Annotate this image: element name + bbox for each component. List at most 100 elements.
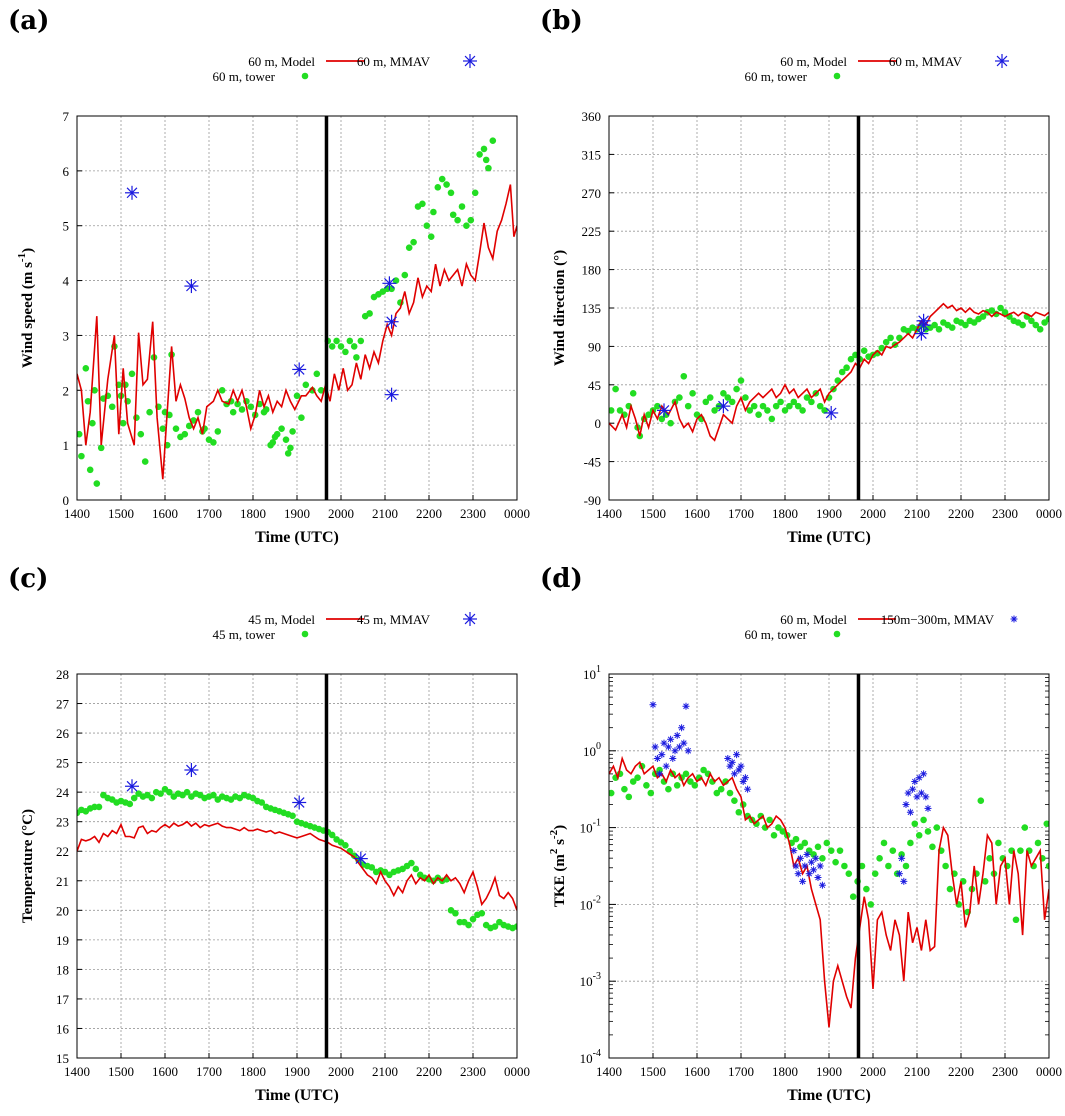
tower-point (942, 862, 949, 870)
tower-point (915, 831, 923, 839)
tower-point (357, 337, 365, 345)
tower-point (986, 855, 993, 862)
tower-point (346, 337, 354, 345)
tower-point (419, 200, 426, 208)
tower-point (95, 803, 103, 811)
tower-point (700, 766, 707, 774)
tower-point (801, 839, 809, 847)
tower-point (289, 812, 296, 820)
x-tick-label: 2100 (372, 1064, 398, 1079)
tower-point (185, 422, 193, 430)
y-label-text: Temperature (°C) (20, 809, 36, 923)
mmav-point (664, 743, 672, 751)
y-tick-label: 101 (583, 664, 601, 682)
mmav-point (922, 793, 930, 801)
tower-point (405, 244, 413, 251)
tower-point (141, 458, 149, 465)
y-tick-label: 17 (56, 992, 70, 1007)
tower-point (159, 425, 167, 432)
mmav-point (382, 276, 397, 291)
x-tick-label: 2000 (860, 506, 886, 521)
x-tick-label: 1500 (108, 506, 134, 521)
tower-point (89, 419, 96, 427)
x-tick-label: 1500 (640, 1064, 666, 1079)
tower-point (465, 921, 472, 929)
tower-point (284, 450, 292, 457)
mmav-point (924, 804, 932, 812)
tower-point (722, 778, 729, 785)
mmav-point (675, 743, 683, 751)
x-tick-label: 1500 (108, 1064, 134, 1079)
tower-point (210, 791, 217, 799)
tower-point (293, 392, 301, 400)
tower-point (1001, 308, 1009, 316)
legend-star-swatch (463, 612, 477, 626)
tower-point (119, 419, 127, 427)
tower-point (238, 406, 246, 413)
tower-point (797, 843, 804, 851)
y-tick-exponent: 0 (596, 741, 601, 752)
legend-label: 45 m, MMAV (357, 612, 431, 627)
tower-point (401, 271, 409, 279)
tower-point (779, 828, 787, 835)
tower-point (977, 797, 985, 805)
tower-point (777, 398, 784, 406)
mmav-point (292, 362, 307, 377)
mmav-point (657, 403, 671, 418)
legend-label: 45 m, tower (213, 627, 276, 642)
tower-point (768, 415, 776, 423)
tower-point (733, 385, 740, 393)
x-axis-label: Time (UTC) (787, 1087, 871, 1104)
mmav-point (790, 847, 798, 855)
tower-point (84, 397, 92, 405)
tower-point (805, 847, 813, 854)
mmav-point (796, 854, 804, 862)
mmav-point (810, 866, 818, 874)
y-tick-label: 6 (63, 164, 70, 179)
chart-panel-d: (d) 1400 1500 1600 1700 1800 1900 2000 2100 2200… (532, 558, 1064, 1116)
tower-point (724, 394, 732, 401)
tower-point (673, 782, 681, 789)
mmav-point (384, 314, 399, 329)
tower-point (676, 394, 683, 401)
tower-point (684, 402, 692, 410)
y-tick-label: 28 (56, 667, 69, 682)
plot-area (609, 302, 1049, 442)
plot-frame (76, 115, 518, 501)
mmav-point (816, 862, 824, 870)
tower-point (454, 216, 461, 224)
x-tick-label: 2200 (948, 506, 974, 521)
x-tick-label: 1600 (684, 506, 710, 521)
x-tick-label: 1400 (596, 1064, 622, 1079)
tower-point (814, 843, 822, 851)
tower-point (423, 222, 431, 230)
tower-point (434, 184, 442, 191)
x-tick-label: 2300 (460, 1064, 486, 1079)
chart-b-svg: 1400 1500 1600 1700 1800 1900 2000 2100 2200 2300… (552, 54, 1062, 546)
x-tick-label: 2200 (948, 1064, 974, 1079)
tower-point (687, 778, 694, 785)
tower-point (247, 403, 255, 411)
y-tick-label: 18 (56, 962, 69, 977)
tower-point (183, 788, 191, 796)
mmav-point (353, 851, 368, 866)
tower-point (210, 439, 217, 446)
tower-point (827, 847, 835, 854)
tower-point (929, 843, 936, 851)
x-tick-label: 1900 (284, 506, 310, 521)
mmav-point (812, 854, 820, 862)
tower-point (728, 398, 736, 406)
legend-dot-swatch (301, 72, 309, 80)
tower-point (1032, 321, 1040, 329)
legend-star-swatch (1010, 615, 1018, 623)
tower-point (133, 414, 140, 422)
y-tick-label: 24 (56, 785, 70, 800)
tower-point (713, 789, 721, 797)
tower-point (148, 794, 156, 802)
plot-area (77, 137, 517, 487)
chart-panel-b: (b) 1400 1500 1600 1700 1800 1900 2000 2100 2200… (532, 0, 1064, 558)
legend-dot-swatch (301, 630, 309, 638)
